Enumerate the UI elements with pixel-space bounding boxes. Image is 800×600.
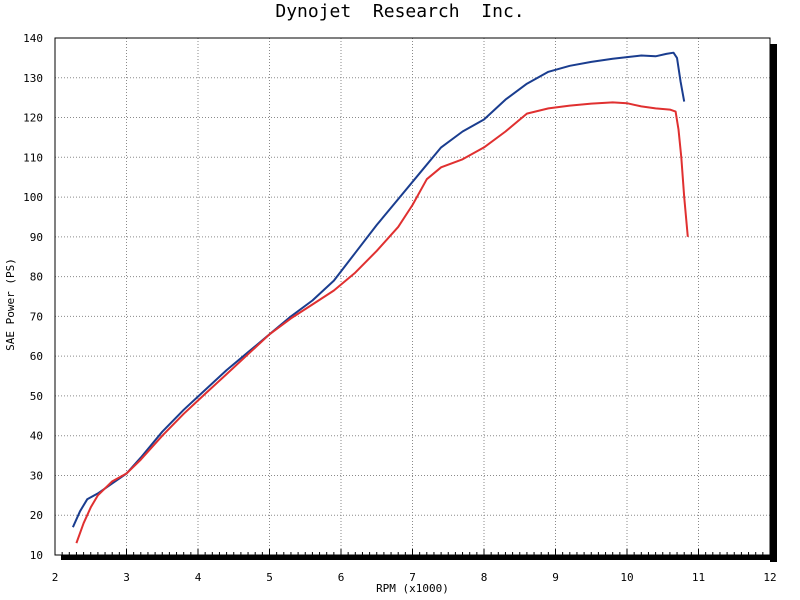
y-tick-label: 20 <box>30 509 43 522</box>
x-tick-label: 4 <box>195 571 202 584</box>
chart-title: Dynojet Research Inc. <box>275 1 525 22</box>
x-tick-label: 5 <box>266 571 273 584</box>
x-axis-label: RPM (x1000) <box>376 582 449 595</box>
x-tick-label: 12 <box>763 571 776 584</box>
series-lines <box>71 51 689 544</box>
grid <box>55 38 770 555</box>
series-line-2 <box>75 101 689 544</box>
y-tick-label: 10 <box>30 549 43 562</box>
y-tick-label: 70 <box>30 310 43 323</box>
y-tick-label: 60 <box>30 350 43 363</box>
y-tick-labels: 10 20 30 40 50 60 70 80 90 100 110 120 130 140 <box>23 32 43 562</box>
y-tick-label: 90 <box>30 231 43 244</box>
x-tick-label: 9 <box>552 571 559 584</box>
y-tick-label: 40 <box>30 430 43 443</box>
x-tick-label: 2 <box>52 571 59 584</box>
y-tick-label: 120 <box>23 112 43 125</box>
plot-frame-shadow <box>61 44 777 562</box>
frame-shadow-right <box>770 44 777 562</box>
y-tick-label: 50 <box>30 390 43 403</box>
y-tick-label: 80 <box>30 271 43 284</box>
y-tick-label: 100 <box>23 191 43 204</box>
x-tick-label: 10 <box>620 571 633 584</box>
x-tick-label: 3 <box>123 571 130 584</box>
frame-shadow-bottom <box>61 555 777 560</box>
y-tick-label: 110 <box>23 151 43 164</box>
y-tick-label: 140 <box>23 32 43 45</box>
x-tick-label: 6 <box>338 571 345 584</box>
x-tick-label: 7 <box>409 571 416 584</box>
y-axis-label: SAE Power (PS) <box>4 258 17 351</box>
series-line-1 <box>71 51 686 528</box>
y-tick-label: 130 <box>23 72 43 85</box>
minor-ticks <box>54 549 771 555</box>
y-tick-label: 30 <box>30 469 43 482</box>
x-tick-label: 11 <box>692 571 705 584</box>
x-tick-labels: 2 3 4 5 6 7 8 9 10 11 12 <box>52 571 777 584</box>
x-tick-label: 8 <box>481 571 488 584</box>
